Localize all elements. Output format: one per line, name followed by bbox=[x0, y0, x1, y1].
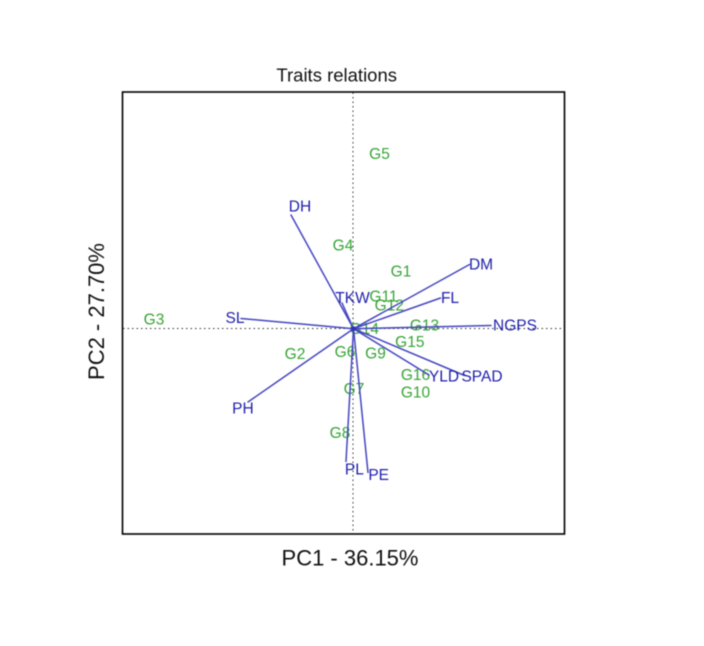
svg-text:G5: G5 bbox=[369, 146, 390, 163]
svg-text:PC1 - 36.15%: PC1 - 36.15% bbox=[282, 546, 419, 571]
svg-text:FL: FL bbox=[441, 290, 459, 307]
svg-text:DH: DH bbox=[289, 199, 311, 216]
svg-text:G15: G15 bbox=[395, 334, 424, 351]
svg-text:G14: G14 bbox=[350, 321, 380, 338]
svg-text:G10: G10 bbox=[401, 385, 431, 402]
svg-text:G11: G11 bbox=[369, 288, 397, 305]
svg-text:G1: G1 bbox=[391, 264, 412, 281]
svg-text:PE: PE bbox=[368, 467, 389, 484]
svg-text:G9: G9 bbox=[365, 346, 386, 363]
svg-text:G3: G3 bbox=[144, 312, 165, 329]
svg-text:PC2 - 27.70%: PC2 - 27.70% bbox=[84, 243, 109, 380]
svg-text:G2: G2 bbox=[285, 346, 306, 363]
svg-text:G6: G6 bbox=[335, 344, 356, 361]
svg-text:G4: G4 bbox=[333, 238, 354, 255]
svg-text:DM: DM bbox=[469, 257, 493, 274]
svg-text:G13: G13 bbox=[410, 317, 439, 334]
svg-text:SL: SL bbox=[226, 310, 245, 327]
svg-text:Traits relations: Traits relations bbox=[276, 65, 397, 86]
svg-text:PH: PH bbox=[232, 400, 254, 417]
svg-text:YLD: YLD bbox=[429, 368, 459, 385]
svg-text:G12: G12 bbox=[375, 297, 404, 314]
svg-text:G16: G16 bbox=[401, 367, 430, 384]
svg-text:NGPS: NGPS bbox=[493, 318, 537, 335]
svg-text:TKW: TKW bbox=[335, 290, 370, 307]
svg-text:G8: G8 bbox=[330, 425, 351, 442]
svg-text:G7: G7 bbox=[344, 381, 365, 398]
svg-text:SPAD: SPAD bbox=[461, 368, 502, 385]
svg-text:PL: PL bbox=[345, 461, 364, 478]
